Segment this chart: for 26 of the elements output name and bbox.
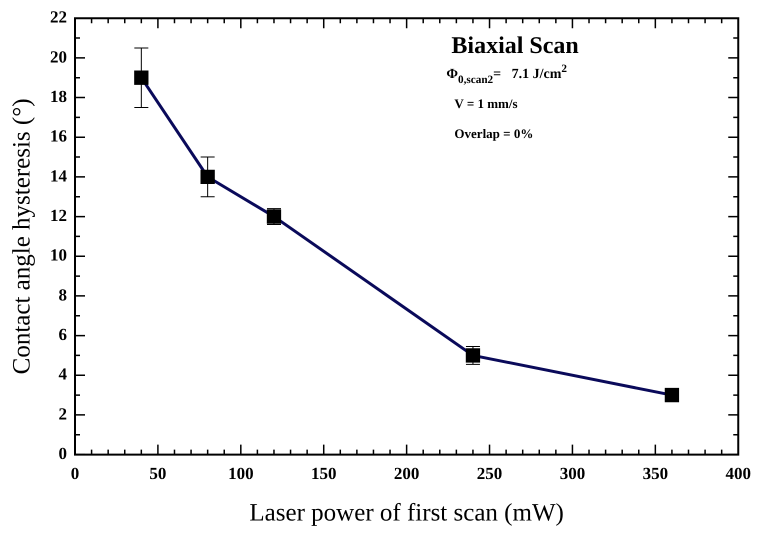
y-tick-label: 12 [50,206,67,225]
x-tick-label: 150 [310,464,336,484]
y-tick-label: 18 [50,86,67,106]
x-tick-label: 250 [476,464,502,484]
x-axis-title: Laser power of first scan (mW) [249,500,564,527]
y-tick-label: 8 [58,285,67,304]
y-tick-label: 4 [58,364,68,384]
y-tick-label: 0 [58,444,67,463]
y-tick-label: 20 [50,47,67,66]
x-tick-label: 200 [394,464,420,484]
x-tick-label: 350 [642,464,668,484]
y-tick-label: 6 [58,324,67,344]
y-tick-label: 16 [50,126,67,146]
y-tick-label: 10 [50,246,67,265]
x-tick-label: 0 [70,464,80,484]
y-tick-label: 22 [50,8,67,27]
x-tick-label: 400 [726,464,751,484]
annotation: V = 1 mm/s [454,96,518,112]
x-tick-label: 100 [228,464,254,484]
y-tick-label: 14 [50,166,68,186]
annotation: Overlap = 0% [454,126,534,142]
y-axis-title: Contact angle hysteresis (°) [8,98,36,374]
x-tick-label: 50 [149,464,166,484]
x-tick-label: 300 [560,464,586,484]
text: Biaxial Scan [451,33,579,60]
y-tick-label: 2 [58,404,67,424]
